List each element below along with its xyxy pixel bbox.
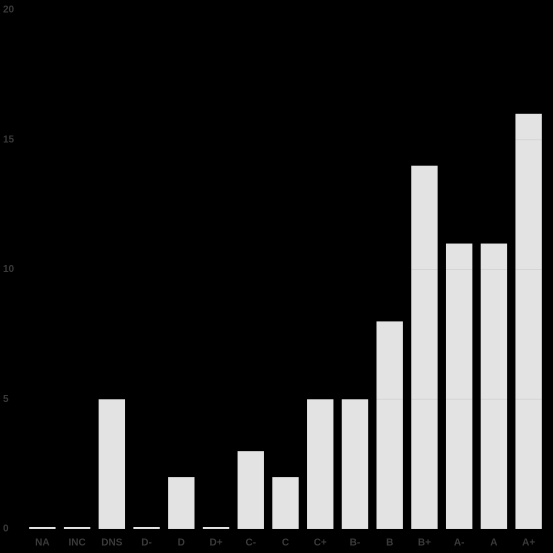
x-tick-label: INC	[68, 538, 85, 549]
y-tick-label: 5	[3, 394, 9, 405]
bar	[411, 165, 438, 529]
x-tick-label: D+	[210, 538, 223, 549]
bar	[202, 527, 230, 529]
bar	[63, 527, 91, 529]
y-tick-label: 10	[3, 264, 15, 275]
y-tick-label: 15	[3, 134, 15, 145]
y-tick-label: 0	[3, 524, 9, 535]
x-tick-label: D-	[141, 538, 152, 549]
x-tick-label: C	[282, 538, 289, 549]
bar	[445, 243, 473, 530]
x-tick-label: C-	[245, 538, 256, 549]
bar	[515, 113, 542, 530]
bar	[133, 527, 160, 529]
bar	[98, 399, 126, 529]
x-tick-label: A-	[454, 538, 465, 549]
x-tick-label: B-	[350, 538, 361, 549]
x-tick-label: NA	[35, 538, 49, 549]
bar	[237, 451, 264, 529]
bar	[168, 477, 195, 529]
x-tick-label: A	[490, 538, 497, 549]
x-tick-label: D	[178, 538, 185, 549]
bar	[29, 527, 56, 529]
x-tick-label: C+	[314, 538, 327, 549]
x-tick-label: B+	[418, 538, 431, 549]
bar	[341, 399, 369, 529]
y-tick-label: 20	[3, 5, 15, 16]
bar	[376, 321, 403, 529]
x-tick-label: B	[386, 538, 393, 549]
bar	[272, 477, 299, 529]
bar	[307, 399, 334, 529]
x-tick-label: DNS	[101, 538, 122, 549]
bar	[480, 243, 508, 530]
x-tick-label: A+	[522, 538, 535, 549]
